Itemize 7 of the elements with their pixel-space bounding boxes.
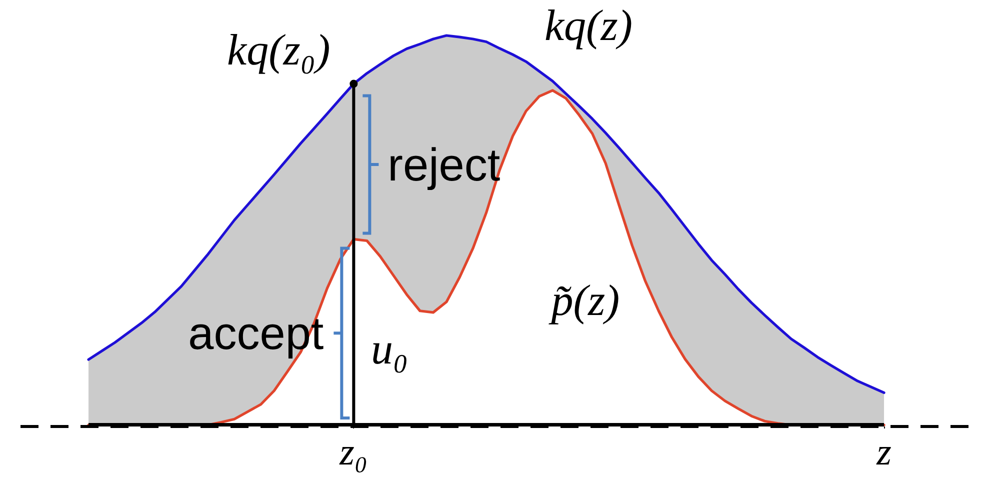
annotation: kq(z₀) xyxy=(227,25,330,74)
series-label: kq(z) xyxy=(544,1,632,50)
x-tick-label: z xyxy=(876,432,892,474)
annotation: u₀ xyxy=(371,324,408,374)
series-label: p̃(z) xyxy=(548,276,620,325)
annotation: reject xyxy=(388,138,500,191)
x-tick-label: z₀ xyxy=(338,432,368,474)
